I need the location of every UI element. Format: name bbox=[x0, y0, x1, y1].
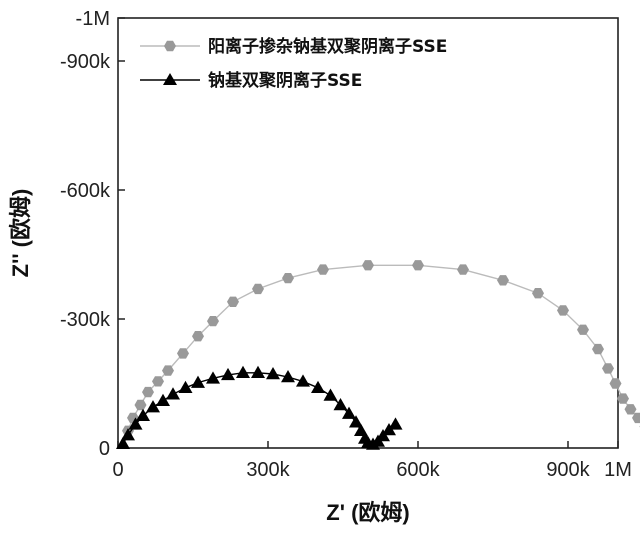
series-0-point-6 bbox=[177, 348, 189, 359]
series-1-point-8 bbox=[191, 375, 205, 388]
series-0-point-4 bbox=[152, 376, 164, 387]
x-axis-title: Z' (欧姆) bbox=[326, 500, 409, 525]
series-0-point-22 bbox=[609, 378, 622, 389]
legend-marker-0-hexagon bbox=[164, 40, 176, 52]
series-1-point-12 bbox=[251, 365, 265, 378]
series-1-point-15 bbox=[296, 374, 310, 387]
series-1-point-14 bbox=[281, 370, 295, 383]
series-0-point-8 bbox=[207, 316, 219, 327]
series-0-point-24 bbox=[624, 404, 637, 415]
series-1-point-16 bbox=[311, 380, 325, 394]
series-0-point-18 bbox=[557, 305, 569, 316]
series-1-point-1 bbox=[121, 428, 135, 441]
series-1-point-20 bbox=[349, 415, 363, 428]
series-1-point-9 bbox=[206, 371, 220, 384]
x-tick-label-3: 900k bbox=[546, 459, 590, 481]
series-0-point-10 bbox=[252, 283, 264, 295]
series-0-point-15 bbox=[457, 264, 469, 275]
series-1 bbox=[116, 365, 403, 450]
y-tick-label-2: -600k bbox=[60, 180, 111, 202]
series-layer bbox=[116, 260, 640, 450]
series-0-point-9 bbox=[227, 296, 239, 307]
series-1-point-13 bbox=[266, 367, 280, 380]
series-1-point-2 bbox=[128, 417, 143, 430]
series-1-point-17 bbox=[323, 388, 338, 401]
legend-label-1: 钠基双聚阴离子SSE bbox=[208, 70, 362, 91]
y-axis-title: Z'' (欧姆) bbox=[8, 189, 33, 278]
series-1-point-10 bbox=[221, 367, 235, 381]
legend-label-0: 阳离子掺杂钠基双聚阴离子SSE bbox=[208, 36, 447, 57]
series-0-point-13 bbox=[362, 260, 374, 271]
plot-frame bbox=[117, 17, 619, 449]
series-1-point-0 bbox=[116, 436, 130, 449]
series-0-point-3 bbox=[142, 386, 154, 398]
x-tick-label-2: 600k bbox=[396, 459, 440, 481]
series-1-line bbox=[122, 372, 396, 446]
y-tick-label-1: -300k bbox=[60, 309, 111, 331]
series-1-point-28 bbox=[388, 417, 403, 430]
y-tick-label-3: -900k bbox=[60, 51, 111, 73]
series-0-line bbox=[127, 264, 640, 432]
legend-marker-1-triangle bbox=[163, 73, 177, 85]
series-1-point-7 bbox=[178, 380, 193, 394]
series-0-point-11 bbox=[282, 273, 294, 284]
series-0-point-5 bbox=[162, 365, 174, 376]
y-tick-label-4: -1M bbox=[76, 8, 110, 30]
series-1-point-19 bbox=[342, 406, 356, 419]
series-0-point-14 bbox=[412, 260, 424, 271]
series-1-point-5 bbox=[156, 393, 170, 406]
series-0-point-23 bbox=[617, 393, 629, 404]
series-0-point-25 bbox=[632, 412, 640, 424]
series-0-point-2 bbox=[134, 399, 147, 411]
series-0-point-7 bbox=[192, 331, 204, 342]
series-0-point-21 bbox=[602, 363, 614, 374]
series-1-point-4 bbox=[146, 400, 160, 413]
y-tick-label-0: 0 bbox=[99, 438, 110, 460]
series-1-point-11 bbox=[236, 365, 250, 378]
series-0-point-17 bbox=[532, 288, 544, 299]
series-0-point-12 bbox=[317, 264, 329, 275]
legend: 阳离子掺杂钠基双聚阴离子SSE 钠基双聚阴离子SSE bbox=[140, 36, 447, 91]
series-1-point-18 bbox=[333, 398, 348, 411]
series-1-point-3 bbox=[136, 408, 150, 421]
x-tick-label-1: 300k bbox=[246, 459, 290, 481]
x-tick-label-0: 0 bbox=[112, 459, 123, 481]
series-0-point-19 bbox=[577, 324, 589, 335]
series-0 bbox=[122, 260, 640, 436]
series-1-point-6 bbox=[166, 387, 180, 400]
series-0-point-16 bbox=[497, 275, 509, 286]
x-tick-label-4: 1M bbox=[604, 459, 632, 481]
series-0-point-20 bbox=[592, 343, 604, 355]
